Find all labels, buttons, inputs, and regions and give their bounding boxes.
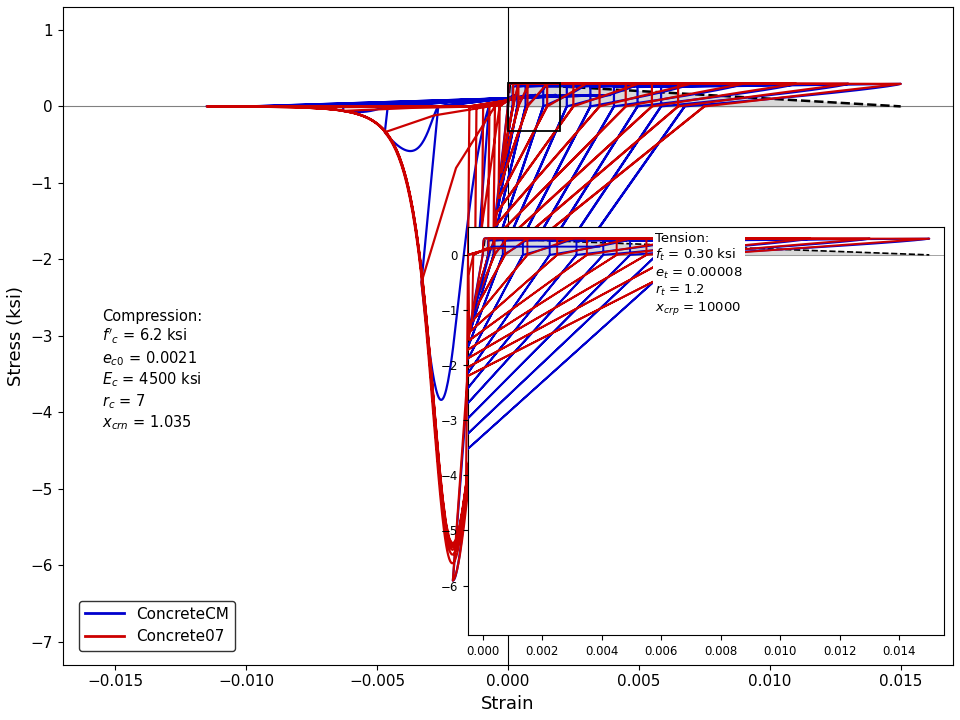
Bar [508,84,561,131]
Legend: ConcreteCM, Concrete07: ConcreteCM, Concrete07 [80,600,235,651]
Text: Compression:
$f'_c$ = 6.2 ksi
$e_{c0}$ = 0.0021
$E_c$ = 4500 ksi
$r_c$ = 7
$x_{c: Compression: $f'_c$ = 6.2 ksi $e_{c0}$ =… [102,309,203,432]
X-axis label: Strain: Strain [481,695,535,713]
Y-axis label: Stress (ksi): Stress (ksi) [7,286,25,386]
